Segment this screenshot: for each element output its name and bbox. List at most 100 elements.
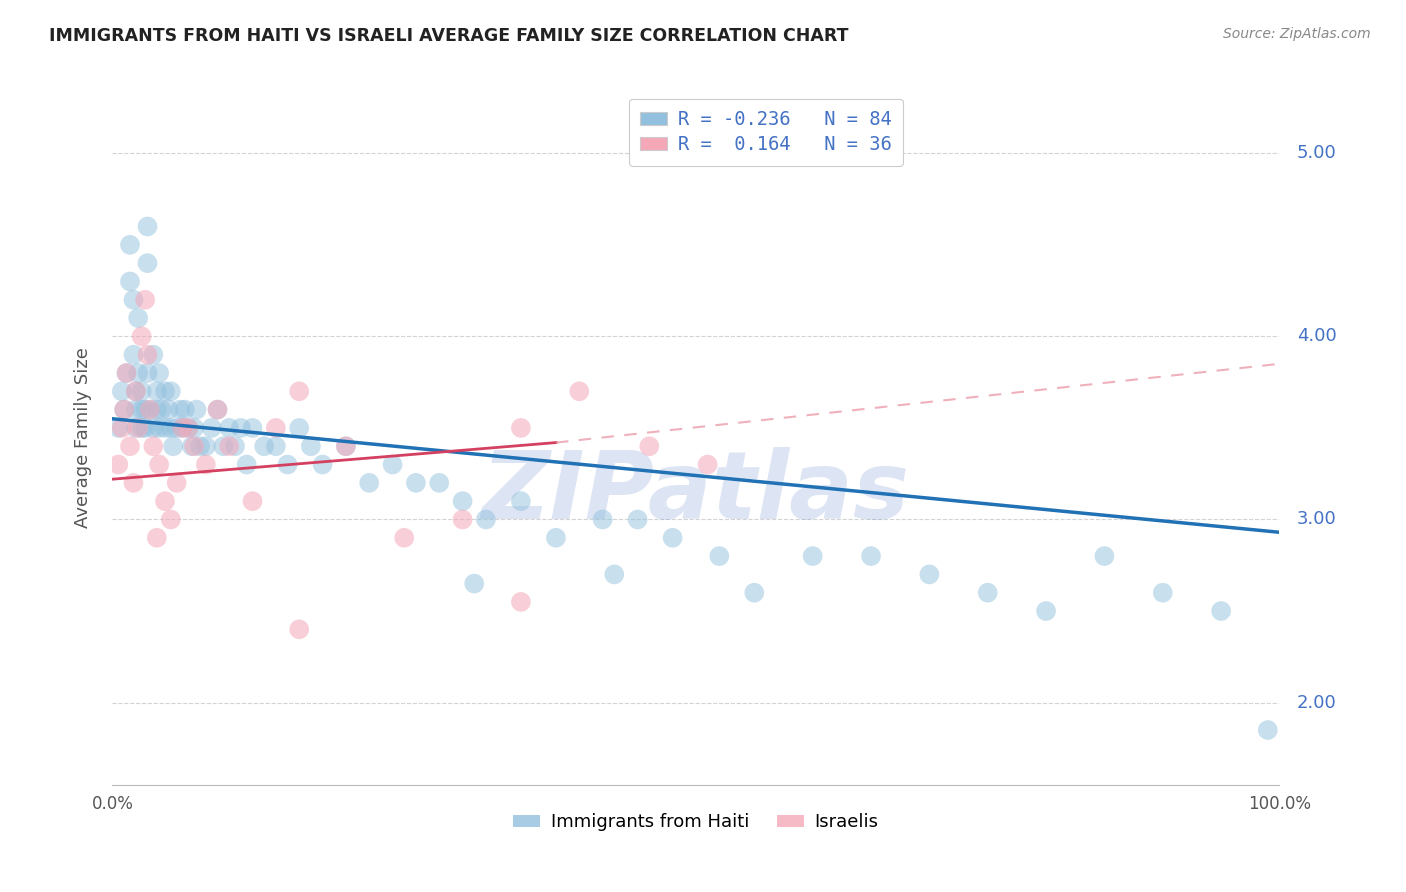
- Text: 3.00: 3.00: [1296, 510, 1337, 528]
- Point: [1209, 604, 1232, 618]
- Point: [160, 421, 183, 435]
- Point: [134, 421, 156, 435]
- Point: [568, 384, 591, 399]
- Point: [311, 458, 333, 472]
- Text: ZIPatlas: ZIPatlas: [482, 447, 910, 539]
- Point: [264, 421, 287, 435]
- Point: [709, 549, 731, 563]
- Point: [288, 623, 311, 637]
- Point: [299, 439, 322, 453]
- Text: 2.00: 2.00: [1296, 694, 1337, 712]
- Point: [509, 421, 531, 435]
- Point: [160, 512, 183, 526]
- Point: [153, 421, 176, 435]
- Point: [107, 421, 129, 435]
- Point: [122, 475, 145, 490]
- Point: [242, 494, 264, 508]
- Point: [148, 421, 170, 435]
- Text: IMMIGRANTS FROM HAITI VS ISRAELI AVERAGE FAMILY SIZE CORRELATION CHART: IMMIGRANTS FROM HAITI VS ISRAELI AVERAGE…: [49, 27, 849, 45]
- Point: [218, 421, 240, 435]
- Point: [451, 494, 474, 508]
- Point: [194, 458, 217, 472]
- Point: [212, 439, 235, 453]
- Point: [1257, 723, 1279, 737]
- Point: [118, 439, 141, 453]
- Point: [146, 402, 169, 417]
- Point: [276, 458, 298, 472]
- Point: [150, 402, 173, 417]
- Point: [160, 384, 183, 399]
- Point: [451, 512, 474, 526]
- Point: [1152, 585, 1174, 599]
- Point: [696, 458, 718, 472]
- Point: [142, 439, 165, 453]
- Point: [207, 402, 229, 417]
- Point: [136, 348, 159, 362]
- Point: [125, 421, 148, 435]
- Point: [463, 576, 485, 591]
- Point: [122, 293, 145, 307]
- Point: [359, 475, 381, 490]
- Text: Source: ZipAtlas.com: Source: ZipAtlas.com: [1223, 27, 1371, 41]
- Point: [127, 421, 149, 435]
- Point: [509, 494, 531, 508]
- Point: [115, 366, 138, 380]
- Point: [335, 439, 357, 453]
- Point: [115, 366, 138, 380]
- Point: [177, 421, 200, 435]
- Point: [218, 439, 240, 453]
- Point: [224, 439, 246, 453]
- Point: [180, 439, 202, 453]
- Point: [166, 475, 188, 490]
- Point: [153, 384, 176, 399]
- Point: [134, 293, 156, 307]
- Point: [638, 439, 661, 453]
- Point: [603, 567, 626, 582]
- Point: [136, 366, 159, 380]
- Point: [139, 402, 162, 417]
- Point: [111, 384, 134, 399]
- Legend: Immigrants from Haiti, Israelis: Immigrants from Haiti, Israelis: [506, 806, 886, 838]
- Point: [118, 237, 141, 252]
- Point: [229, 421, 252, 435]
- Point: [157, 402, 180, 417]
- Point: [131, 402, 153, 417]
- Point: [288, 384, 311, 399]
- Point: [264, 439, 287, 453]
- Point: [111, 421, 134, 435]
- Point: [335, 439, 357, 453]
- Point: [381, 458, 404, 472]
- Point: [166, 421, 188, 435]
- Point: [627, 512, 650, 526]
- Text: 5.00: 5.00: [1296, 145, 1337, 162]
- Point: [134, 402, 156, 417]
- Point: [127, 366, 149, 380]
- Point: [1035, 604, 1057, 618]
- Point: [860, 549, 883, 563]
- Point: [139, 402, 162, 417]
- Point: [544, 531, 567, 545]
- Point: [592, 512, 614, 526]
- Point: [427, 475, 450, 490]
- Point: [242, 421, 264, 435]
- Point: [142, 348, 165, 362]
- Point: [131, 421, 153, 435]
- Point: [136, 256, 159, 270]
- Point: [207, 402, 229, 417]
- Point: [162, 439, 184, 453]
- Point: [112, 402, 135, 417]
- Point: [235, 458, 257, 472]
- Point: [976, 585, 998, 599]
- Point: [125, 384, 148, 399]
- Point: [918, 567, 941, 582]
- Point: [112, 402, 135, 417]
- Point: [148, 458, 170, 472]
- Y-axis label: Average Family Size: Average Family Size: [73, 347, 91, 527]
- Point: [194, 439, 217, 453]
- Point: [153, 494, 176, 508]
- Point: [1094, 549, 1116, 563]
- Point: [186, 402, 208, 417]
- Point: [475, 512, 498, 526]
- Point: [122, 348, 145, 362]
- Point: [136, 219, 159, 234]
